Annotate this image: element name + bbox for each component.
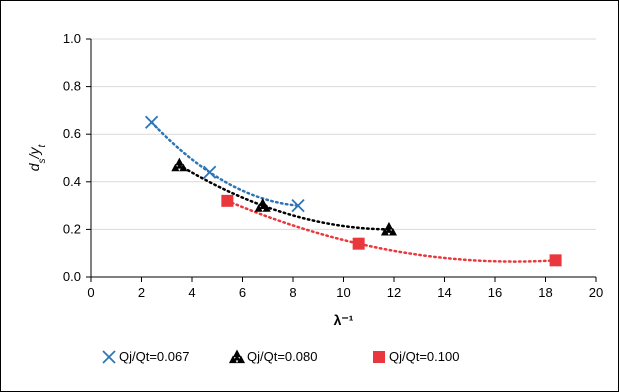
x-tick-label-5: 10 [336, 285, 350, 300]
point-series-0-2 [291, 198, 305, 213]
x-tick-label-9: 18 [538, 285, 552, 300]
legend-marker-1 [228, 349, 246, 364]
trendline-series-2 [226, 199, 557, 263]
x-tick-label-7: 14 [437, 285, 451, 300]
y-title-sub-t: t [37, 144, 48, 148]
legend-item-2: Qj/Qt=0.100 [373, 349, 459, 364]
legend-marker-0 [102, 350, 116, 364]
y-tick-label-1: 0.2 [63, 221, 81, 236]
legend-label-0: Qj/Qt=0.067 [119, 349, 189, 364]
legend: Qj/Qt=0.067 Qj/Qt=0.080 Qj/Qt=0.100 [102, 349, 459, 364]
y-axis-title: ds/yt [26, 144, 48, 172]
legend-label-1: Qj/Qt=0.080 [247, 349, 317, 364]
x-tick-label-6: 12 [387, 285, 401, 300]
trendline-series-1 [178, 163, 391, 231]
y-tick-label-3: 0.6 [63, 126, 81, 141]
y-tick-label-5: 1.0 [63, 31, 81, 46]
data-points [144, 115, 562, 267]
point-series-0-1 [203, 165, 217, 179]
point-series-0-0 [144, 115, 159, 129]
point-series-2-1 [352, 237, 365, 250]
axes [86, 38, 597, 282]
x-tick-label-1: 2 [138, 285, 145, 300]
point-series-2-0 [221, 194, 234, 207]
point-series-1-1 [254, 198, 271, 212]
y-title-slash: /y [26, 147, 42, 160]
trendline-series-0 [150, 121, 300, 207]
y-title-main: d [26, 162, 42, 171]
y-tick-label-2: 0.4 [63, 174, 81, 189]
x-tick-label-3: 6 [239, 285, 246, 300]
x-tick-label-0: 0 [87, 285, 94, 300]
gridlines [91, 38, 596, 230]
legend-label-2: Qj/Qt=0.100 [389, 349, 459, 364]
legend-item-1: Qj/Qt=0.080 [228, 349, 317, 364]
x-axis-title: λ⁻¹ [334, 312, 354, 328]
y-tick-label-0: 0.0 [63, 269, 81, 284]
x-tick-label-2: 4 [188, 285, 195, 300]
x-tick-label-4: 8 [289, 285, 296, 300]
point-series-1-0 [171, 157, 188, 172]
x-tick-label-8: 16 [488, 285, 502, 300]
legend-marker-2 [373, 351, 385, 363]
point-series-2-2 [549, 254, 562, 267]
x-tick-label-10: 20 [589, 285, 603, 300]
y-tick-label-4: 0.8 [63, 79, 81, 94]
trendlines [150, 121, 557, 263]
legend-item-0: Qj/Qt=0.067 [102, 349, 189, 364]
y-title-sub-s: s [37, 158, 48, 163]
point-series-1-2 [380, 221, 397, 236]
tick-labels: 0.0 0.2 0.4 0.6 0.8 1.0 0 2 4 6 8 10 12 14 16 18 20 [63, 31, 603, 300]
